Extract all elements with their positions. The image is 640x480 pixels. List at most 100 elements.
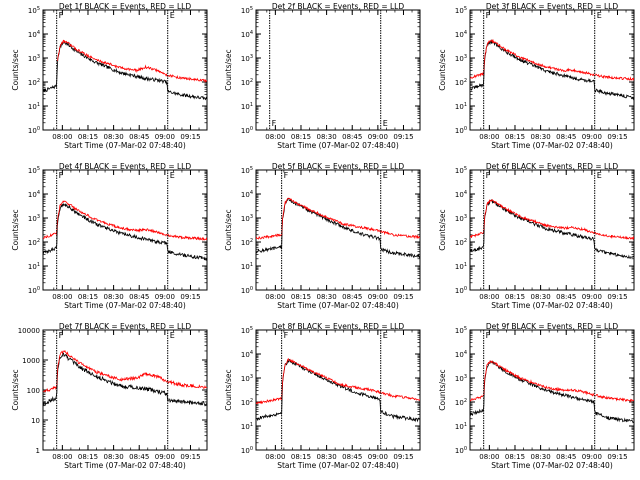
plot-frame bbox=[42, 9, 208, 131]
x-axis-label: Start Time (07-Mar-02 07:48:40) bbox=[491, 301, 613, 310]
y-tick-label: 104 bbox=[28, 30, 40, 39]
y-tick-label: 104 bbox=[455, 190, 467, 199]
y-tick-label: 103 bbox=[455, 214, 467, 223]
y-tick-label: 103 bbox=[28, 54, 40, 63]
plot-frame bbox=[469, 9, 635, 131]
series-group bbox=[470, 199, 634, 259]
y-tick-label: 104 bbox=[28, 190, 40, 199]
plot-frame bbox=[42, 169, 208, 291]
plot-title: Det 5f BLACK = Events, RED = LLD bbox=[272, 162, 405, 171]
interval-marker-label: E bbox=[170, 331, 175, 340]
x-tick-label: 09:15 bbox=[607, 133, 627, 141]
y-tick-label: 102 bbox=[241, 78, 253, 87]
x-tick-label: 09:00 bbox=[582, 453, 602, 461]
x-tick-label: 08:15 bbox=[78, 293, 98, 301]
plot-title: Det 8f BLACK = Events, RED = LLD bbox=[272, 322, 405, 331]
interval-marker-label: F bbox=[486, 11, 491, 20]
x-axis-label: Start Time (07-Mar-02 07:48:40) bbox=[491, 461, 613, 470]
x-tick-label: 08:45 bbox=[342, 133, 362, 141]
x-axis-label: Start Time (07-Mar-02 07:48:40) bbox=[277, 301, 399, 310]
x-tick-label: 08:00 bbox=[52, 453, 72, 461]
y-tick-label: 101 bbox=[28, 262, 40, 271]
y-tick-label: 100 bbox=[455, 286, 467, 295]
x-tick-label: 08:00 bbox=[479, 453, 499, 461]
x-tick-label: 08:15 bbox=[505, 133, 525, 141]
detector-plot-9: Det 9f BLACK = Events, RED = LLD 100 101 10… bbox=[438, 322, 635, 470]
plot-title: Det 1f BLACK = Events, RED = LLD bbox=[59, 2, 192, 11]
x-tick-label: 09:00 bbox=[368, 293, 388, 301]
x-axis-label: Start Time (07-Mar-02 07:48:40) bbox=[64, 461, 186, 470]
x-tick-label: 08:45 bbox=[556, 453, 576, 461]
x-tick-label: 09:15 bbox=[180, 293, 200, 301]
x-tick-label: 08:45 bbox=[129, 133, 149, 141]
y-tick-label: 102 bbox=[455, 398, 467, 407]
plot-title: Det 9f BLACK = Events, RED = LLD bbox=[486, 322, 619, 331]
y-tick-label: 105 bbox=[455, 6, 467, 15]
x-tick-label: 09:00 bbox=[155, 133, 175, 141]
x-tick-label: 08:15 bbox=[78, 133, 98, 141]
x-tick-label: 08:00 bbox=[265, 293, 285, 301]
y-tick-label: 102 bbox=[241, 238, 253, 247]
y-tick-label: 100 bbox=[28, 286, 40, 295]
detector-plot-5: Det 5f BLACK = Events, RED = LLD 100 101 10… bbox=[224, 162, 421, 310]
x-tick-label: 08:30 bbox=[317, 453, 337, 461]
x-tick-label: 08:45 bbox=[342, 453, 362, 461]
x-tick-label: 08:45 bbox=[129, 453, 149, 461]
series-line-lld bbox=[470, 199, 634, 241]
interval-marker-label: F bbox=[486, 331, 491, 340]
y-tick-label: 105 bbox=[28, 166, 40, 175]
x-tick-label: 08:30 bbox=[104, 133, 124, 141]
series-line-events bbox=[470, 39, 634, 101]
plot-title: Det 7f BLACK = Events, RED = LLD bbox=[59, 322, 192, 331]
x-tick-label: 09:00 bbox=[155, 453, 175, 461]
interval-marker-label: E bbox=[383, 171, 388, 180]
y-axis-label: Counts/sec bbox=[438, 369, 447, 410]
x-tick-label: 08:00 bbox=[479, 293, 499, 301]
x-tick-label: 08:30 bbox=[531, 293, 551, 301]
plot-title: Det 4f BLACK = Events, RED = LLD bbox=[59, 162, 192, 171]
y-tick-label: 105 bbox=[455, 326, 467, 335]
series-group bbox=[43, 200, 207, 262]
x-tick-label: 08:30 bbox=[531, 453, 551, 461]
y-axis-label: Counts/sec bbox=[11, 49, 20, 90]
x-tick-label: 09:15 bbox=[607, 293, 627, 301]
series-line-lld bbox=[57, 39, 207, 83]
y-tick-label: 102 bbox=[455, 238, 467, 247]
y-tick-label: 102 bbox=[28, 78, 40, 87]
x-tick-label: 08:30 bbox=[317, 293, 337, 301]
series-line-events bbox=[256, 358, 420, 423]
y-tick-label: 103 bbox=[241, 214, 253, 223]
y-tick-label: 10 bbox=[31, 417, 40, 425]
x-tick-label: 08:15 bbox=[505, 293, 525, 301]
x-tick-label: 09:15 bbox=[607, 453, 627, 461]
y-tick-label: 103 bbox=[455, 54, 467, 63]
y-tick-label: 105 bbox=[241, 166, 253, 175]
y-tick-label: 100 bbox=[455, 446, 467, 455]
series-line-lld bbox=[470, 38, 634, 81]
interval-marker-label: F bbox=[59, 331, 64, 340]
y-tick-label: 101 bbox=[241, 422, 253, 431]
series-line-events bbox=[43, 202, 207, 262]
y-axis-label: Counts/sec bbox=[224, 369, 233, 410]
y-tick-label: 103 bbox=[455, 374, 467, 383]
interval-marker-label: F bbox=[486, 171, 491, 180]
plot-frame bbox=[42, 329, 208, 451]
y-tick-label: 100 bbox=[455, 126, 467, 135]
interval-marker-label: E bbox=[383, 119, 388, 128]
x-tick-label: 08:30 bbox=[104, 453, 124, 461]
interval-marker-label: E bbox=[597, 11, 602, 20]
y-tick-label: 105 bbox=[28, 6, 40, 15]
x-tick-label: 09:15 bbox=[393, 133, 413, 141]
y-tick-label: 104 bbox=[241, 350, 253, 359]
x-tick-label: 08:30 bbox=[104, 293, 124, 301]
x-tick-label: 09:15 bbox=[180, 133, 200, 141]
x-tick-label: 09:00 bbox=[368, 453, 388, 461]
series-line-lld bbox=[256, 197, 420, 240]
series-group bbox=[470, 360, 634, 424]
y-tick-label: 100 bbox=[28, 126, 40, 135]
interval-marker-label: F bbox=[59, 11, 64, 20]
y-tick-label: 102 bbox=[241, 398, 253, 407]
detector-plot-2: Det 2f BLACK = Events, RED = LLD 100 101 10… bbox=[224, 2, 421, 150]
plot-frame bbox=[469, 329, 635, 451]
